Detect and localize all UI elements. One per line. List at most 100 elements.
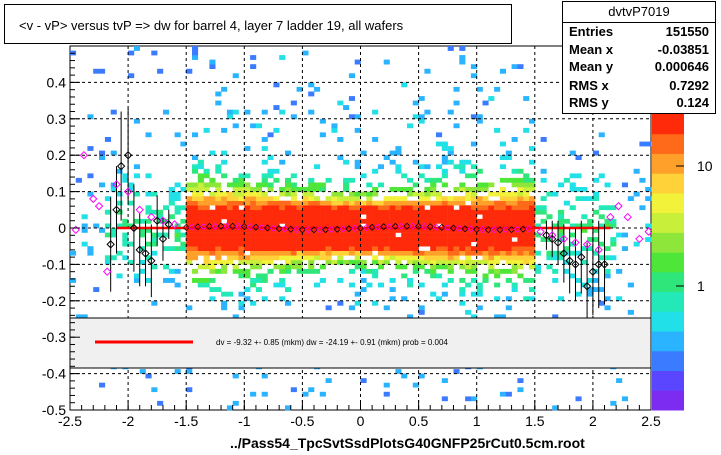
heatmap-cell bbox=[459, 241, 466, 247]
heatmap-cell bbox=[255, 255, 262, 261]
heatmap-cell bbox=[494, 205, 501, 211]
profile-point bbox=[426, 223, 434, 231]
stats-value: 0.7292 bbox=[669, 78, 709, 93]
heatmap-cell bbox=[459, 209, 466, 215]
heatmap-cell bbox=[232, 182, 239, 188]
heatmap-cell bbox=[401, 246, 408, 251]
heatmap-cell bbox=[261, 232, 268, 238]
heatmap-cell bbox=[453, 223, 460, 229]
heatmap-cell bbox=[377, 164, 384, 170]
heatmap-cell bbox=[174, 196, 181, 201]
heatmap-cell bbox=[255, 223, 262, 229]
heatmap-cell bbox=[261, 250, 268, 256]
heatmap-cell bbox=[482, 255, 489, 261]
heatmap-cell bbox=[517, 64, 524, 69]
heatmap-cell bbox=[482, 100, 489, 106]
heatmap-cell bbox=[412, 205, 419, 211]
heatmap-cell bbox=[430, 237, 437, 242]
heatmap-cell bbox=[337, 259, 344, 265]
heatmap-cell bbox=[244, 255, 251, 261]
heatmap-cell bbox=[505, 250, 512, 256]
heatmap-cell bbox=[395, 228, 402, 233]
heatmap-cell bbox=[418, 255, 425, 261]
heatmap-cell bbox=[377, 223, 384, 229]
heatmap-cell bbox=[250, 300, 257, 306]
heatmap-cell bbox=[407, 209, 414, 215]
heatmap-cell bbox=[447, 237, 454, 242]
color-scale-band bbox=[652, 350, 684, 371]
heatmap-cell bbox=[383, 255, 390, 261]
heatmap-cell bbox=[552, 223, 559, 229]
heatmap-cell bbox=[232, 205, 239, 211]
heatmap-cell bbox=[569, 173, 576, 179]
heatmap-cell bbox=[558, 209, 565, 215]
heatmap-cell bbox=[232, 109, 239, 115]
heatmap-cell bbox=[470, 187, 477, 192]
heatmap-cell bbox=[308, 177, 315, 183]
heatmap-cell bbox=[424, 237, 431, 242]
heatmap-cell bbox=[215, 241, 222, 247]
heatmap-cell bbox=[523, 205, 530, 211]
heatmap-cell bbox=[470, 200, 477, 206]
heatmap-cell bbox=[447, 268, 454, 274]
heatmap-cell bbox=[407, 232, 414, 238]
heatmap-cell bbox=[482, 241, 489, 247]
heatmap-cell bbox=[441, 232, 448, 238]
heatmap-cell bbox=[424, 196, 431, 201]
profile-point bbox=[403, 222, 411, 230]
heatmap-cell bbox=[436, 264, 443, 270]
heatmap-cell bbox=[209, 196, 216, 201]
heatmap-cell bbox=[436, 214, 443, 220]
heatmap-cell bbox=[470, 268, 477, 274]
heatmap-cell bbox=[244, 241, 251, 247]
heatmap-cell bbox=[517, 187, 524, 192]
heatmap-cell bbox=[215, 250, 222, 256]
heatmap-cell bbox=[174, 182, 181, 188]
heatmap-cell bbox=[238, 259, 245, 265]
profile-point bbox=[409, 222, 417, 230]
heatmap-cell bbox=[482, 273, 489, 279]
heatmap-cell bbox=[209, 200, 216, 206]
heatmap-cell bbox=[186, 214, 193, 220]
heatmap-cell bbox=[267, 250, 274, 256]
heatmap-cell bbox=[389, 296, 396, 302]
heatmap-cell bbox=[261, 241, 268, 247]
heatmap-cell bbox=[308, 82, 315, 88]
heatmap-cell bbox=[319, 200, 326, 206]
heatmap-cell bbox=[465, 246, 472, 251]
heatmap-cell bbox=[209, 177, 216, 183]
heatmap-cell bbox=[499, 218, 506, 224]
heatmap-cell bbox=[511, 214, 518, 220]
heatmap-cell bbox=[221, 291, 228, 297]
heatmap-cell bbox=[499, 232, 506, 238]
heatmap-cell bbox=[308, 91, 315, 97]
heatmap-cell bbox=[563, 177, 570, 183]
heatmap-cell bbox=[412, 382, 419, 388]
heatmap-cell bbox=[639, 141, 646, 147]
heatmap-cell bbox=[441, 250, 448, 256]
heatmap-cell bbox=[273, 168, 280, 174]
profile-point bbox=[449, 224, 458, 232]
heatmap-cell bbox=[250, 196, 257, 201]
heatmap-cell bbox=[244, 268, 251, 274]
heatmap-cell bbox=[395, 369, 402, 374]
heatmap-cell bbox=[517, 196, 524, 201]
heatmap-cell bbox=[372, 191, 379, 197]
heatmap-cell bbox=[279, 296, 286, 302]
heatmap-cell bbox=[168, 200, 175, 206]
heatmap-cell bbox=[523, 223, 530, 229]
heatmap-cell bbox=[290, 237, 297, 242]
heatmap-cell bbox=[192, 187, 199, 192]
heatmap-cell bbox=[511, 250, 518, 256]
heatmap-cell bbox=[261, 196, 268, 201]
heatmap-cell bbox=[569, 150, 576, 156]
heatmap-cell bbox=[529, 187, 536, 192]
heatmap-cell bbox=[232, 373, 239, 379]
heatmap-cell bbox=[505, 255, 512, 261]
heatmap-cell bbox=[482, 182, 489, 188]
heatmap-cell bbox=[261, 278, 268, 283]
heatmap-cell bbox=[366, 232, 373, 238]
profile-point bbox=[374, 223, 382, 231]
heatmap-cell bbox=[360, 232, 367, 238]
x-tick-label: -1.5 bbox=[174, 413, 198, 429]
